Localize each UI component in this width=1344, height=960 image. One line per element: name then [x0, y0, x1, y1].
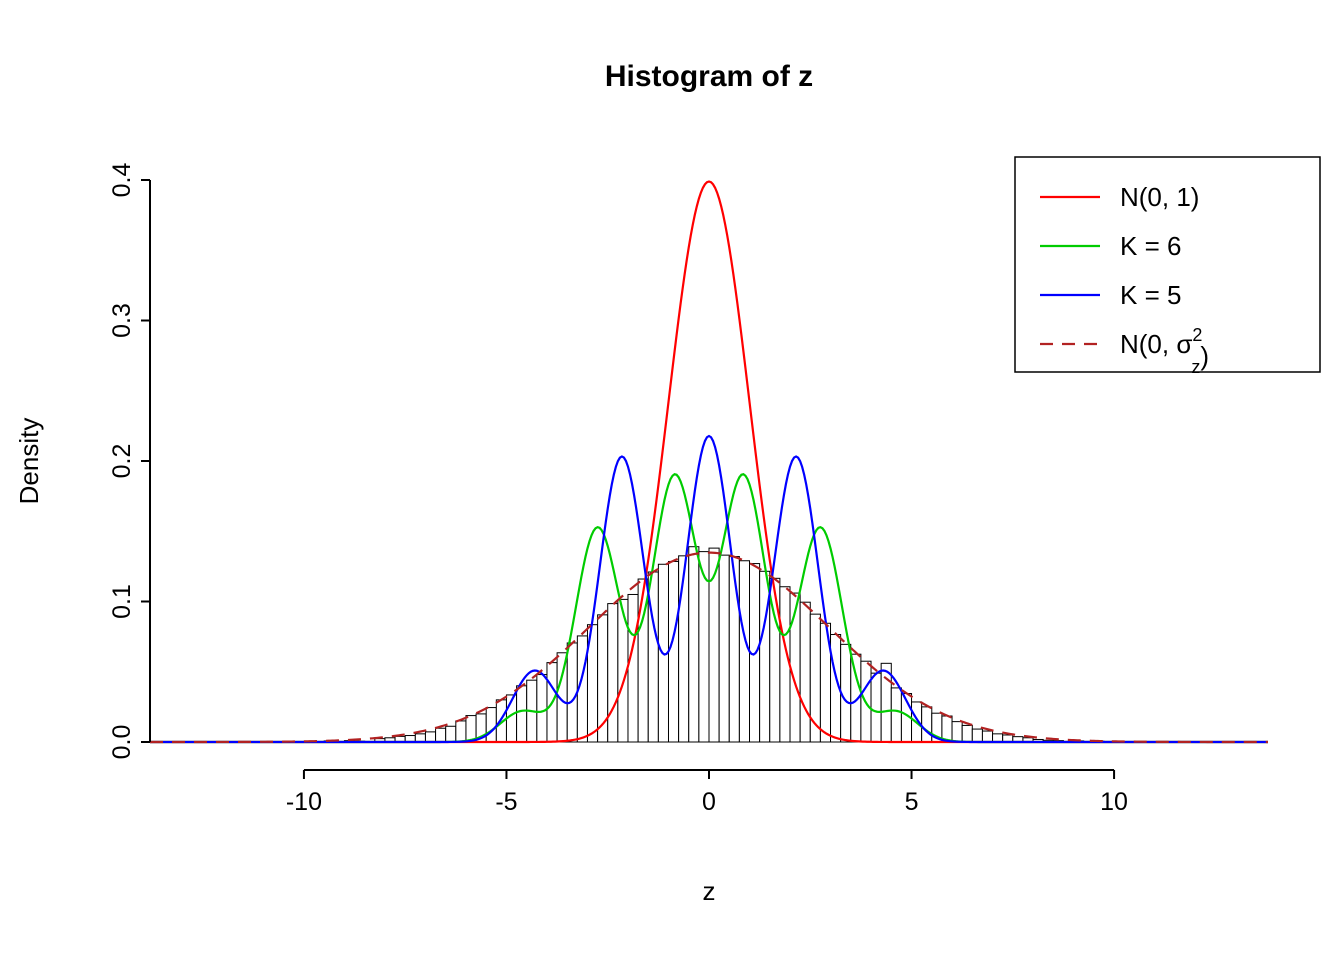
- chart-title: Histogram of z: [605, 60, 813, 93]
- histogram-bar: [516, 685, 528, 743]
- histogram-bar: [799, 601, 811, 743]
- x-tick-label: 0: [702, 788, 716, 816]
- histogram-bar: [688, 546, 700, 743]
- histogram-bar: [536, 674, 548, 743]
- y-tick-label: 0.4: [108, 163, 136, 198]
- histogram-bar: [870, 672, 882, 743]
- density-curves: [150, 180, 1268, 744]
- histogram-bar: [992, 733, 1004, 743]
- axes: 0.0 0.1 0.2 0.3 0.4 -10 -5 0 5 10: [108, 163, 1128, 816]
- histogram-bar: [485, 707, 497, 743]
- y-tick-label: 0.3: [108, 303, 136, 338]
- legend: N(0, 1) K = 6 K = 5 N(0, σ2 z): [1014, 156, 1321, 377]
- legend-label: N(0, 1): [1120, 182, 1199, 212]
- histogram-bar: [728, 556, 740, 743]
- histogram-bar: [445, 725, 457, 743]
- legend-label: K = 5: [1120, 280, 1181, 310]
- legend-label: N(0, σ2 z): [1120, 325, 1209, 377]
- curve-n-0-z-: [150, 551, 1268, 744]
- legend-box: [1014, 156, 1321, 373]
- histogram-bar: [455, 720, 467, 743]
- histogram-bar: [921, 706, 933, 743]
- histogram-bar: [718, 554, 730, 743]
- x-axis-label: z: [703, 876, 716, 906]
- x-tick-label: 5: [905, 788, 919, 816]
- histogram-bar: [667, 560, 680, 743]
- histogram-bar: [981, 730, 994, 743]
- y-axis-label: Density: [14, 418, 44, 505]
- x-tick-label: -10: [286, 788, 322, 816]
- x-tick-label: -5: [495, 788, 517, 816]
- y-tick-label: 0.1: [108, 584, 136, 619]
- legend-label: K = 6: [1120, 231, 1181, 261]
- histogram-bar: [961, 724, 973, 743]
- histogram-bar: [678, 555, 690, 743]
- histogram-bar: [424, 731, 437, 743]
- histogram-bar: [566, 642, 578, 743]
- histogram-bar: [738, 560, 751, 743]
- histogram-bar: [607, 603, 619, 743]
- histogram-bar: [971, 728, 983, 743]
- histogram-bar: [414, 733, 426, 743]
- x-tick-label: 10: [1100, 788, 1128, 816]
- histogram-bar: [890, 687, 902, 743]
- y-tick-label: 0.0: [108, 725, 136, 760]
- curve-k-5: [150, 434, 1268, 744]
- histogram-bar: [951, 721, 963, 743]
- histogram-bar: [435, 727, 447, 743]
- histogram-bar: [627, 593, 639, 743]
- y-tick-label: 0.2: [108, 444, 136, 479]
